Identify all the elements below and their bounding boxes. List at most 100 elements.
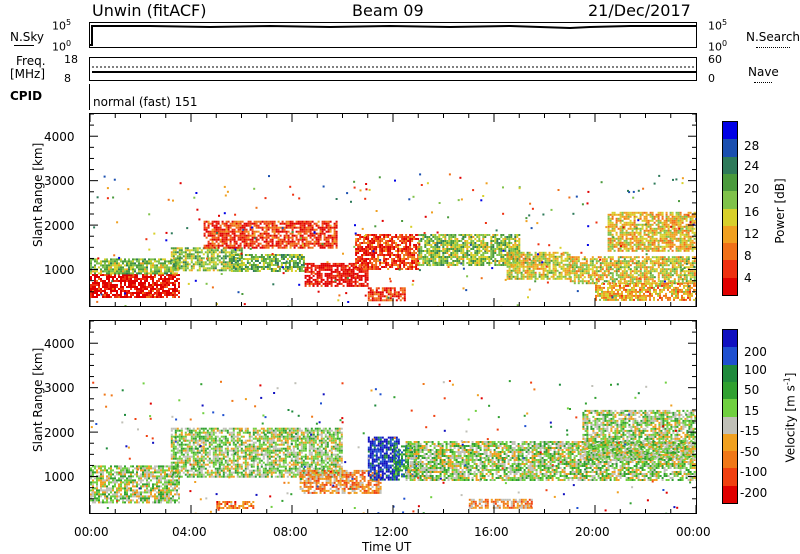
xaxis-label: Time UT <box>362 540 412 554</box>
velocity-ytick-2000: 2000 <box>44 426 75 440</box>
nsky-tick-bottom-left: 100 <box>52 39 72 54</box>
xtick-1200: 12:00 <box>374 525 409 539</box>
freq-unit-label: [MHz] <box>10 67 46 81</box>
range-band <box>90 274 180 298</box>
power-cbar-label: Power [dB] <box>773 178 787 244</box>
xtick-2000: 20:00 <box>575 525 610 539</box>
colorbar-segment <box>723 381 737 400</box>
power-cbar-tick-4: 4 <box>744 271 752 285</box>
colorbar-segment <box>723 468 737 487</box>
range-band <box>582 409 696 460</box>
range-band <box>569 256 696 285</box>
range-band <box>90 258 180 275</box>
beam-label: Beam 09 <box>352 1 424 20</box>
colorbar-segment <box>723 156 737 175</box>
velocity-ylabel: Slant Range [km] <box>31 347 45 452</box>
power-ytick-3000: 3000 <box>44 174 75 188</box>
velocity-cbar-tick-m50: -50 <box>740 445 760 459</box>
xtick-2400: 00:00 <box>676 525 711 539</box>
range-band <box>90 465 180 504</box>
colorbar-segment <box>723 277 737 296</box>
velocity-cbar-tick-15: 15 <box>744 404 760 418</box>
velocity-cbar-tick-50: 50 <box>744 383 760 397</box>
power-ytick-1000: 1000 <box>44 263 75 277</box>
colorbar-segment <box>723 260 737 279</box>
velocity-colorbar <box>722 329 738 504</box>
velocity-cbar-tick-200: 200 <box>744 345 767 359</box>
range-band <box>304 262 369 287</box>
range-band <box>595 282 696 301</box>
nsearch-label: N.Search <box>746 30 800 44</box>
velocity-plot-canvas <box>90 321 696 513</box>
colorbar-segment <box>723 173 737 192</box>
scatter-points <box>93 173 696 306</box>
freq-label: Freq. <box>16 54 46 68</box>
range-band <box>607 211 696 252</box>
xtick-0800: 08:00 <box>273 525 308 539</box>
colorbar-segment <box>723 243 737 261</box>
power-ytick-2000: 2000 <box>44 219 75 233</box>
colorbar-segment <box>723 225 737 244</box>
velocity-ytick-3000: 3000 <box>44 381 75 395</box>
cpid-label: CPID <box>10 89 43 103</box>
date-label: 21/Dec/2017 <box>588 1 691 20</box>
power-cbar-tick-20: 20 <box>744 182 760 196</box>
nsky-legend-line <box>14 45 34 46</box>
scatter-points <box>90 380 696 513</box>
range-band <box>367 287 406 302</box>
colorbar-segment <box>723 364 737 383</box>
velocity-cbar-label: Velocity [m s-1] <box>782 372 798 463</box>
range-band <box>203 220 338 249</box>
colorbar-segment <box>723 122 737 140</box>
nsky-tick-bottom-right: 100 <box>708 39 728 54</box>
velocity-ytick-4000: 4000 <box>44 337 75 351</box>
axis-ticks <box>90 114 696 306</box>
radar-title: Unwin (fitACF) <box>92 1 207 20</box>
power-cbar-tick-28: 28 <box>744 139 760 153</box>
power-cbar-tick-16: 16 <box>744 205 760 219</box>
nsky-tick-top-left: 105 <box>52 18 72 33</box>
nsearch-legend-line <box>756 47 790 48</box>
nave-tick-bottom: 0 <box>708 72 715 85</box>
velocity-cbar-tick-m200: -200 <box>740 486 768 500</box>
nave-tick-top: 60 <box>708 53 722 66</box>
range-band <box>355 234 420 270</box>
colorbar-segment <box>723 208 737 227</box>
colorbar-segment <box>723 485 737 504</box>
velocity-ytick-1000: 1000 <box>44 470 75 484</box>
nsky-tick-top-right: 105 <box>708 18 728 33</box>
freq-tick-top: 18 <box>64 53 78 66</box>
power-ylabel: Slant Range [km] <box>31 142 45 247</box>
xtick-0400: 04:00 <box>172 525 207 539</box>
range-band <box>468 498 533 509</box>
power-plot-canvas <box>90 114 696 306</box>
nsky-label: N.Sky <box>10 30 45 44</box>
colorbar-segment <box>723 451 737 469</box>
power-cbar-tick-12: 12 <box>744 227 760 241</box>
velocity-plot <box>89 320 697 514</box>
xtick-0000: 00:00 <box>74 525 109 539</box>
cpid-value: normal (fast) 151 <box>93 95 198 109</box>
colorbar-segment <box>723 399 737 417</box>
nsky-trace <box>90 24 696 46</box>
power-ytick-4000: 4000 <box>44 130 75 144</box>
range-band <box>418 234 521 266</box>
nsky-panel <box>89 22 697 48</box>
colorbar-segment <box>723 433 737 452</box>
colorbar-segment <box>723 191 737 209</box>
colorbar-segment <box>723 330 737 348</box>
power-plot <box>89 113 697 307</box>
power-cbar-tick-24: 24 <box>744 159 760 173</box>
axis-ticks <box>90 321 696 513</box>
power-cbar-tick-8: 8 <box>744 249 752 263</box>
velocity-cbar-tick-m15: -15 <box>740 424 760 438</box>
colorbar-segment <box>723 416 737 435</box>
velocity-cbar-tick-100: 100 <box>744 363 767 377</box>
power-colorbar <box>722 121 738 296</box>
xtick-1600: 16:00 <box>474 525 509 539</box>
colorbar-segment <box>723 139 737 158</box>
range-band <box>506 251 571 280</box>
cpid-divider <box>89 84 90 110</box>
nave-label: Nave <box>748 65 779 79</box>
freq-tick-bottom: 8 <box>64 72 71 85</box>
